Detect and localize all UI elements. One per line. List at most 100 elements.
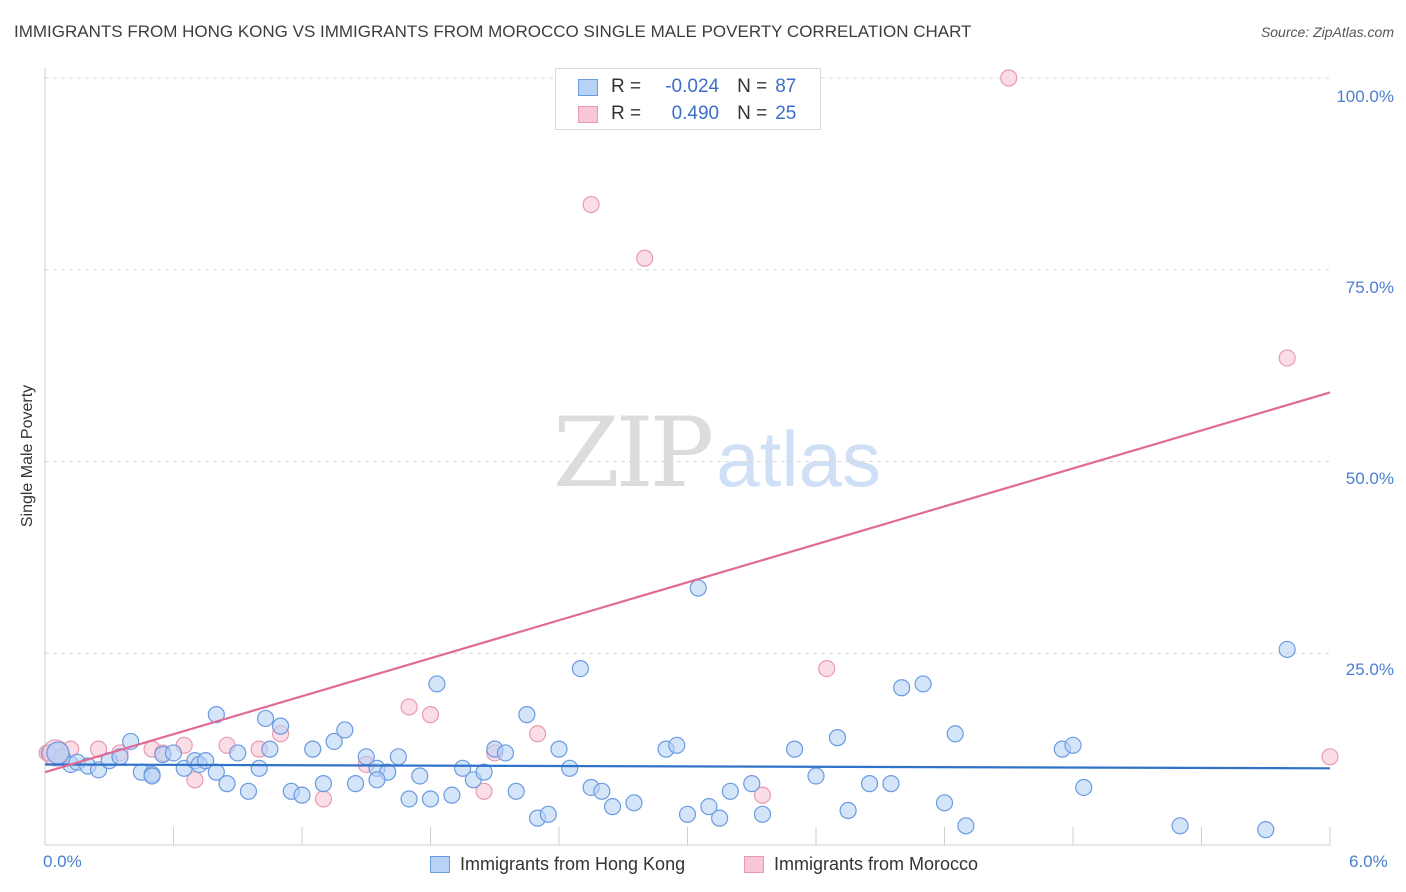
hongkong-point xyxy=(882,775,900,793)
morocco-point xyxy=(753,786,772,804)
morocco-point xyxy=(528,725,547,743)
hongkong-point xyxy=(689,579,707,597)
morocco-legend-swatch xyxy=(744,855,764,873)
hongkong-trend-line xyxy=(44,763,1331,770)
hongkong-point xyxy=(957,817,975,835)
hongkong-point xyxy=(721,782,739,800)
hongkong-legend-swatch xyxy=(430,855,450,873)
hongkong-legend-label: Immigrants from Hong Kong xyxy=(460,853,686,874)
morocco-point xyxy=(314,790,333,808)
morocco-swatch xyxy=(578,105,598,123)
y-tick-label-75: 75.0% xyxy=(1345,278,1394,297)
hongkong-point xyxy=(518,706,536,724)
y-tick-label-25: 25.0% xyxy=(1345,660,1394,679)
correlation-legend: R = -0.024 N = 87 R = 0.490 N = 25 xyxy=(555,68,821,130)
hongkong-point xyxy=(1257,821,1275,839)
hongkong-point-cluster xyxy=(46,741,70,765)
hongkong-point xyxy=(539,805,557,823)
watermark-zip: ZIP xyxy=(553,397,714,509)
hongkong-point xyxy=(443,786,461,804)
hongkong-point xyxy=(304,740,322,758)
hongkong-point xyxy=(946,725,964,743)
hongkong-point xyxy=(250,759,268,777)
hongkong-point xyxy=(807,767,825,785)
hongkong-point xyxy=(207,763,225,781)
hongkong-point xyxy=(314,775,333,793)
legend-r-value: -0.024 xyxy=(665,76,720,97)
legend-r-label: R = xyxy=(611,103,642,124)
hongkong-point xyxy=(753,805,772,823)
hongkong-point xyxy=(893,679,911,697)
legend-n-label: N = xyxy=(737,103,768,124)
hongkong-point xyxy=(785,740,804,758)
morocco-point xyxy=(400,698,418,716)
hongkong-point xyxy=(678,805,697,823)
y-axis-label: Single Male Poverty xyxy=(19,384,36,528)
watermark: ZIPatlas xyxy=(553,405,881,502)
hongkong-point xyxy=(507,782,525,800)
hongkong-point xyxy=(914,675,932,693)
hongkong-point xyxy=(935,794,954,812)
source-note: Source: ZipAtlas.com xyxy=(1260,24,1394,40)
hongkong-point xyxy=(218,775,236,793)
hongkong-point xyxy=(828,729,847,747)
hongkong-point xyxy=(454,759,472,777)
hongkong-point xyxy=(1075,778,1093,797)
hongkong-point xyxy=(550,740,568,758)
legend-row-morocco: R = 0.490 N = 25 xyxy=(578,101,796,127)
morocco-point xyxy=(421,706,440,724)
hongkong-point xyxy=(428,675,446,693)
hongkong-point xyxy=(336,721,354,739)
hongkong-point xyxy=(164,744,183,762)
hongkong-point xyxy=(325,732,343,751)
x-tick-label-min: 0.0% xyxy=(43,852,82,871)
legend-row-hongkong: R = -0.024 N = 87 xyxy=(578,74,796,100)
morocco-point xyxy=(475,782,493,800)
hongkong-point xyxy=(700,798,718,816)
legend-r-label: R = xyxy=(611,76,642,97)
hongkong-swatch xyxy=(578,78,598,96)
morocco-point xyxy=(1000,69,1018,87)
watermark-atlas: atlas xyxy=(716,415,881,503)
hongkong-point xyxy=(571,659,590,678)
legend-n-value: 25 xyxy=(775,103,797,124)
hongkong-point xyxy=(1171,817,1189,835)
hongkong-point xyxy=(368,771,386,789)
hongkong-point xyxy=(411,767,429,785)
hongkong-point xyxy=(603,798,622,816)
hongkong-point xyxy=(261,740,279,758)
hongkong-point xyxy=(271,717,290,735)
hongkong-point xyxy=(839,801,857,820)
hongkong-point xyxy=(229,744,247,762)
x-tick-label-max: 6.0% xyxy=(1349,852,1388,871)
hongkong-point xyxy=(239,782,258,800)
hongkong-point xyxy=(860,775,879,793)
legend-n-value: 87 xyxy=(775,76,797,97)
hongkong-point xyxy=(561,759,579,777)
bottom-legend-morocco: Immigrants from Morocco xyxy=(744,852,978,876)
bottom-legend-hongkong: Immigrants from Hong Kong xyxy=(430,852,685,876)
hongkong-point xyxy=(346,775,365,793)
y-tick-label-50: 50.0% xyxy=(1345,469,1394,488)
hongkong-point xyxy=(711,809,729,827)
hongkong-point xyxy=(668,736,686,754)
hongkong-point xyxy=(475,763,493,781)
chart-title: IMMIGRANTS FROM HONG KONG VS IMMIGRANTS … xyxy=(14,22,972,41)
legend-r-value: 0.490 xyxy=(671,103,720,124)
morocco-legend-label: Immigrants from Morocco xyxy=(774,853,979,874)
morocco-point xyxy=(636,249,654,267)
hongkong-point xyxy=(1278,640,1296,659)
morocco-trend-line xyxy=(44,391,1331,774)
hongkong-point xyxy=(496,744,515,762)
morocco-point xyxy=(582,195,600,214)
hongkong-point xyxy=(625,794,643,812)
hongkong-point xyxy=(143,767,161,785)
hongkong-point xyxy=(293,786,311,804)
morocco-point xyxy=(1321,748,1339,766)
morocco-point xyxy=(1278,349,1296,367)
hongkong-point xyxy=(743,775,761,793)
hongkong-point xyxy=(1064,736,1082,754)
legend-n-label: N = xyxy=(737,76,768,97)
y-tick-label-100: 100.0% xyxy=(1336,87,1394,106)
